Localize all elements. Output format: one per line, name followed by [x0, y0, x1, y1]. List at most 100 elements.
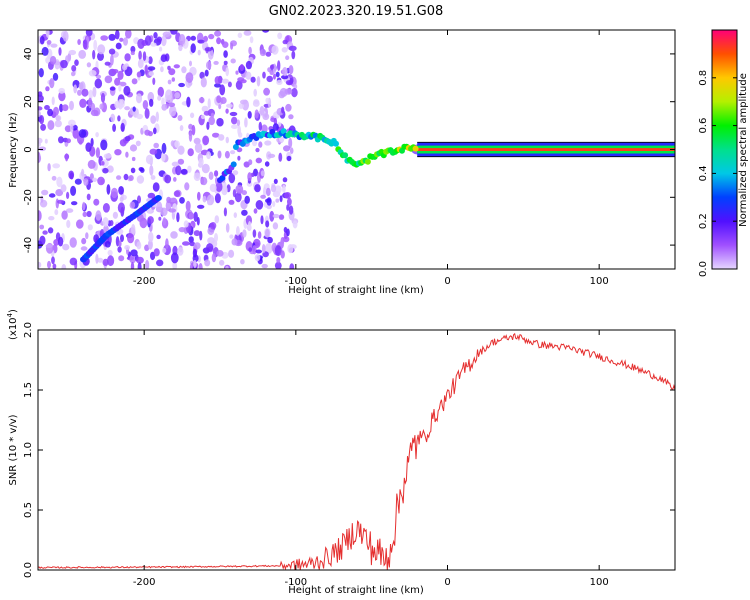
noise-speckle [251, 139, 258, 147]
noise-speckle [215, 181, 223, 192]
noise-speckle [102, 217, 109, 227]
noise-speckle [150, 115, 157, 124]
noise-speckle [207, 48, 214, 60]
noise-speckle [181, 66, 187, 74]
noise-speckle [131, 156, 136, 162]
noise-speckle [228, 199, 235, 205]
noise-speckle [253, 88, 257, 97]
noise-speckle [81, 88, 89, 97]
noise-speckle [264, 161, 270, 167]
colorbar-tick-label: 0.4 [698, 165, 709, 181]
noise-speckle [267, 153, 276, 158]
noise-speckle [225, 265, 229, 269]
noise-speckle [64, 125, 72, 133]
noise-speckle [161, 142, 167, 154]
noise-speckle [272, 201, 276, 207]
noise-speckle [235, 184, 244, 194]
noise-speckle [58, 87, 65, 94]
noise-speckle [214, 170, 219, 177]
noise-speckle [160, 54, 168, 62]
noise-speckle [277, 32, 283, 40]
noise-speckle [78, 82, 84, 90]
noise-speckle [280, 238, 285, 249]
noise-speckle [38, 137, 43, 144]
noise-speckle [208, 33, 215, 40]
noise-speckle [248, 247, 253, 252]
noise-speckle [148, 71, 155, 76]
noise-speckle [281, 106, 285, 114]
noise-speckle [45, 244, 53, 248]
noise-speckle [248, 159, 253, 166]
noise-speckle [184, 182, 190, 191]
noise-speckle [214, 83, 221, 88]
ridge-cell [412, 145, 419, 152]
noise-speckle [200, 114, 205, 120]
noise-speckle [285, 55, 290, 60]
noise-speckle [62, 30, 69, 42]
noise-speckle [159, 46, 163, 52]
noise-speckle [107, 255, 115, 267]
noise-speckle [92, 49, 96, 60]
noise-speckle [118, 81, 127, 87]
noise-speckle [287, 244, 294, 254]
noise-speckle [110, 113, 116, 123]
noise-speckle [161, 104, 168, 111]
noise-speckle [215, 177, 218, 185]
noise-speckle [58, 136, 64, 144]
noise-speckle [259, 49, 267, 57]
noise-speckle [225, 136, 229, 144]
noise-speckle [270, 184, 277, 193]
noise-speckle [40, 195, 44, 203]
noise-speckle [232, 170, 239, 176]
noise-speckle [235, 80, 243, 90]
noise-speckle [265, 228, 270, 238]
noise-speckle [114, 101, 120, 109]
noise-speckle [88, 89, 93, 100]
noise-speckle [80, 246, 88, 251]
noise-speckle [226, 103, 233, 108]
noise-speckle [127, 233, 135, 244]
noise-speckle [216, 117, 224, 127]
noise-speckle [88, 70, 97, 77]
noise-speckle [219, 84, 226, 96]
noise-speckle [168, 102, 176, 108]
noise-speckle [44, 138, 48, 144]
noise-speckle [38, 261, 42, 268]
noise-speckle [108, 33, 116, 41]
noise-speckle [157, 86, 164, 98]
noise-speckle [287, 197, 292, 206]
noise-speckle [177, 158, 185, 165]
x-tick-label: 100 [590, 577, 609, 588]
noise-speckle [140, 167, 145, 173]
noise-speckle [220, 97, 227, 104]
noise-speckle [258, 141, 263, 148]
noise-speckle [185, 72, 194, 83]
noise-speckle [149, 98, 154, 107]
noise-speckle [117, 70, 124, 81]
noise-speckle [275, 198, 280, 203]
noise-speckle [259, 106, 265, 116]
noise-speckle [258, 121, 262, 131]
noise-speckle [77, 89, 82, 96]
noise-speckle [118, 240, 122, 247]
noise-speckle [282, 39, 289, 45]
noise-speckle [58, 47, 62, 56]
noise-speckle [214, 233, 218, 243]
noise-speckle [142, 51, 147, 61]
noise-speckle [269, 210, 275, 222]
noise-speckle [110, 187, 118, 199]
noise-speckle [102, 167, 109, 174]
noise-speckle [231, 124, 238, 129]
noise-speckle [162, 31, 171, 38]
noise-speckle [225, 108, 229, 114]
noise-speckle [225, 223, 230, 233]
noise-speckle [137, 262, 142, 269]
noise-speckle [229, 111, 238, 117]
noise-speckle [117, 115, 121, 122]
x-tick-label: -200 [133, 577, 156, 588]
noise-speckle [131, 78, 138, 85]
noise-speckle [193, 172, 201, 181]
noise-speckle [146, 208, 152, 214]
ridge-cell [364, 158, 371, 165]
noise-speckle [272, 123, 279, 131]
